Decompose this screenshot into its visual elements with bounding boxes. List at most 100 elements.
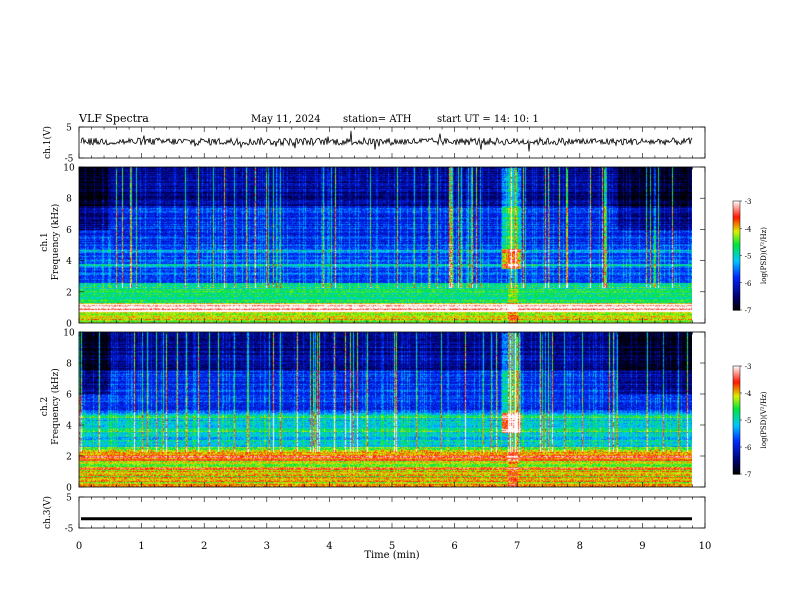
colorbar-swatch: [733, 279, 740, 282]
colorbar-swatch: [733, 260, 740, 264]
colorbar-swatch: [733, 425, 740, 428]
colorbar-swatch: [733, 280, 740, 284]
colorbar-swatch: [733, 211, 740, 215]
date-label: May 11, 2024: [251, 114, 321, 125]
colorbar-swatch: [733, 257, 740, 260]
panel-2-colorbar-tick-label: -3: [745, 198, 752, 206]
colorbar-swatch: [733, 384, 740, 387]
colorbar-swatch: [733, 432, 740, 435]
panel-3-y-tick-label: 10: [63, 329, 75, 339]
panel-2-colorbar-label: log(PSD)(V²/Hz): [760, 227, 768, 284]
colorbar-swatch: [733, 393, 740, 396]
x-tick-label: 1: [138, 541, 144, 552]
colorbar-swatch: [733, 466, 740, 470]
panel-2-channel-label: ch.1: [40, 232, 50, 251]
colorbar-swatch: [733, 443, 740, 446]
colorbar-swatch: [733, 300, 740, 304]
colorbar-swatch: [733, 409, 740, 412]
colorbar-swatch: [733, 456, 740, 459]
colorbar-swatch: [733, 228, 740, 231]
colorbar-swatch: [733, 293, 740, 297]
colorbar-swatch: [733, 262, 740, 266]
colorbar-swatch: [733, 288, 740, 291]
colorbar-swatch: [733, 308, 740, 311]
x-tick-label: 2: [201, 541, 207, 552]
colorbar-swatch: [733, 224, 740, 228]
colorbar-swatch: [733, 226, 740, 229]
panel-3-y-tick-label: 8: [66, 360, 72, 370]
x-tick-label: 3: [264, 541, 270, 552]
panel-2-y-tick-label: 4: [66, 257, 72, 267]
colorbar-swatch: [733, 299, 740, 302]
colorbar-swatch: [733, 436, 740, 439]
colorbar-swatch: [733, 250, 740, 253]
colorbar-swatch: [733, 385, 740, 389]
panel-3-colorbar-tick-label: -4: [745, 390, 752, 398]
x-tick-label: 5: [389, 541, 395, 552]
colorbar-swatch: [733, 215, 740, 218]
panel-2-y-tick-label: 6: [66, 226, 72, 236]
ch1-waveform-line: [80, 130, 693, 152]
colorbar-swatch: [733, 220, 740, 224]
panel-3-y-tick-label: 2: [66, 453, 72, 463]
colorbar-swatch: [733, 438, 740, 441]
colorbar-swatch: [733, 407, 740, 410]
x-tick-label: 8: [577, 541, 583, 552]
colorbar-swatch: [733, 230, 740, 233]
colorbar-swatch: [733, 367, 740, 371]
x-axis-label: Time (min): [364, 550, 419, 561]
panel-1-y-tick-label: -5: [65, 155, 74, 165]
x-tick-label: 0: [76, 541, 82, 552]
colorbar-swatch: [733, 439, 740, 443]
colorbar-swatch: [733, 376, 740, 380]
colorbar-swatch: [733, 259, 740, 262]
colorbar-swatch: [733, 268, 740, 271]
panel-1-y-tick-label: 5: [66, 124, 72, 134]
colorbar-swatch: [733, 398, 740, 401]
panel-2-colorbar-tick-label: -4: [745, 225, 752, 233]
colorbar-swatch: [733, 275, 740, 278]
colorbar-swatch: [733, 233, 740, 237]
colorbar-swatch: [733, 270, 740, 273]
colorbar-swatch: [733, 380, 740, 383]
colorbar-swatch: [733, 429, 740, 432]
colorbar-swatch: [733, 400, 740, 403]
colorbar-swatch: [733, 295, 740, 298]
colorbar-swatch: [733, 306, 740, 309]
panel-3-y-tick-label: 4: [66, 422, 72, 432]
colorbar-swatch: [733, 434, 740, 437]
panel-2-colorbar-tick-label: -6: [745, 280, 752, 288]
colorbar-swatch: [733, 463, 740, 466]
colorbar-swatch: [733, 412, 740, 416]
panel-3-colorbar-tick-label: -7: [745, 471, 752, 479]
colorbar-swatch: [733, 448, 740, 452]
colorbar-swatch: [733, 402, 740, 405]
colorbar-swatch: [733, 391, 740, 394]
colorbar-swatch: [733, 465, 740, 468]
colorbar-swatch: [733, 457, 740, 461]
colorbar-swatch: [733, 447, 740, 450]
ch2-spectrogram-image: [79, 332, 692, 487]
panel-2-y-tick-label: 2: [66, 288, 72, 298]
panel-4-y-axis-label: ch.3(V): [42, 496, 53, 529]
colorbar-swatch: [733, 375, 740, 378]
colorbar-swatch: [733, 378, 740, 381]
colorbar-swatch: [733, 284, 740, 287]
colorbar-swatch: [733, 373, 740, 376]
colorbar-swatch: [733, 242, 740, 246]
ch1-spectrogram-image: [79, 167, 692, 323]
colorbar-swatch: [733, 450, 740, 453]
colorbar-swatch: [733, 248, 740, 251]
x-tick-label: 9: [639, 541, 645, 552]
panel-4-y-tick-label: 5: [66, 494, 72, 504]
panel-2-y-tick-label: 10: [63, 164, 75, 174]
colorbar-swatch: [733, 246, 740, 249]
colorbar-swatch: [733, 255, 740, 258]
colorbar-swatch: [733, 414, 740, 417]
colorbar-swatch: [733, 204, 740, 208]
colorbar-swatch: [733, 430, 740, 434]
colorbar-swatch: [733, 253, 740, 257]
colorbar-swatch: [733, 418, 740, 421]
colorbar-swatch: [733, 206, 740, 209]
